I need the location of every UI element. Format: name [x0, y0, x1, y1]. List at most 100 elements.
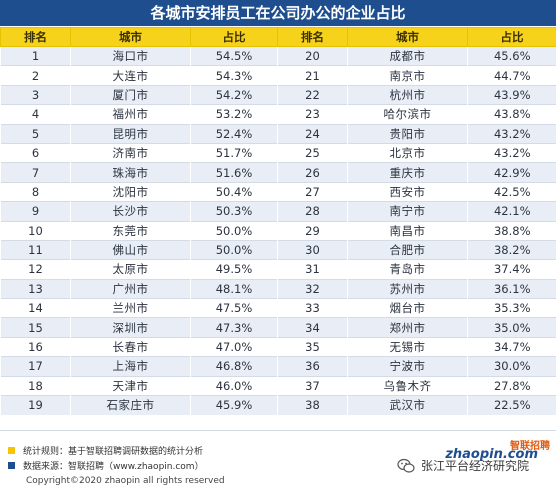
share-cell: 43.8%	[467, 104, 556, 125]
rank-cell: 15	[0, 317, 71, 338]
share-cell: 51.7%	[190, 142, 278, 163]
table-row: 7 珠海市 51.6% 26 重庆市 42.9%	[0, 162, 556, 183]
header-rank-right: 排名	[277, 27, 348, 47]
share-cell: 42.5%	[467, 181, 556, 202]
city-cell: 东莞市	[70, 220, 191, 241]
table-row: 13 广州市 48.1% 32 苏州市 36.1%	[0, 278, 556, 299]
rank-cell: 29	[277, 220, 348, 241]
yellow-square-icon	[8, 447, 15, 454]
city-cell: 佛山市	[70, 239, 191, 260]
city-cell: 长春市	[70, 336, 191, 357]
copyright-text: Copyright©2020 zhaopin all rights reserv…	[26, 476, 225, 486]
rank-cell: 23	[277, 104, 348, 125]
city-cell: 哈尔滨市	[347, 104, 468, 125]
header-city-right: 城市	[347, 27, 468, 47]
rank-cell: 21	[277, 65, 348, 86]
rank-cell: 27	[277, 181, 348, 202]
city-cell: 广州市	[70, 278, 191, 299]
rank-cell: 13	[0, 278, 71, 299]
share-cell: 36.1%	[467, 278, 556, 299]
logo-en-text: zhaopin.com	[445, 447, 538, 462]
city-cell: 重庆市	[347, 162, 468, 183]
share-cell: 42.9%	[467, 162, 556, 183]
city-cell: 郑州市	[347, 317, 468, 338]
table-header-row: 排名 城市 占比 排名 城市 占比	[0, 27, 556, 47]
share-cell: 50.3%	[190, 201, 278, 222]
rank-cell: 19	[0, 395, 71, 415]
share-cell: 52.4%	[190, 123, 278, 144]
rank-cell: 11	[0, 239, 71, 260]
share-cell: 50.4%	[190, 181, 278, 202]
header-share-left: 占比	[190, 27, 278, 47]
table-row: 11 佛山市 50.0% 30 合肥市 38.2%	[0, 239, 556, 260]
table-body: 1 海口市 54.5% 20 成都市 45.6% 2 大连市 54.3% 21 南京市 44.7% 3 厦…	[0, 45, 556, 415]
watermark-text: 张江平台经济研究院	[421, 459, 530, 473]
share-cell: 35.0%	[467, 317, 556, 338]
rank-cell: 20	[277, 45, 348, 66]
rank-cell: 6	[0, 142, 71, 163]
table-row: 18 天津市 46.0% 37 乌鲁木齐 27.8%	[0, 375, 556, 396]
city-cell: 合肥市	[347, 239, 468, 260]
share-cell: 43.2%	[467, 123, 556, 144]
share-cell: 48.1%	[190, 278, 278, 299]
table-row: 5 昆明市 52.4% 24 贵阳市 43.2%	[0, 123, 556, 144]
footer: 统计规则：基于智联招聘调研数据的统计分析 数据来源：智联招聘（www.zhaop…	[0, 430, 556, 491]
table-row: 2 大连市 54.3% 21 南京市 44.7%	[0, 65, 556, 86]
rank-cell: 26	[277, 162, 348, 183]
rank-cell: 16	[0, 336, 71, 357]
ranking-table: 排名 城市 占比 排名 城市 占比 1 海口市 54.5% 20 成都市 45.6% 2 大连…	[0, 27, 556, 415]
rank-cell: 25	[277, 142, 348, 163]
footer-note-rule: 统计规则：基于智联招聘调研数据的统计分析	[8, 444, 203, 457]
table-row: 10 东莞市 50.0% 29 南昌市 38.8%	[0, 220, 556, 241]
share-cell: 50.0%	[190, 239, 278, 260]
city-cell: 苏州市	[347, 278, 468, 299]
rank-cell: 1	[0, 45, 71, 66]
city-cell: 海口市	[70, 45, 191, 66]
table-row: 12 太原市 49.5% 31 青岛市 37.4%	[0, 259, 556, 280]
rank-cell: 38	[277, 395, 348, 415]
note-rule-text: 统计规则：基于智联招聘调研数据的统计分析	[23, 447, 204, 457]
table-row: 16 长春市 47.0% 35 无锡市 34.7%	[0, 336, 556, 357]
city-cell: 北京市	[347, 142, 468, 163]
rank-cell: 33	[277, 298, 348, 318]
city-cell: 太原市	[70, 259, 191, 280]
table-row: 1 海口市 54.5% 20 成都市 45.6%	[0, 45, 556, 66]
share-cell: 51.6%	[190, 162, 278, 183]
city-cell: 武汉市	[347, 395, 468, 415]
city-cell: 乌鲁木齐	[347, 375, 468, 396]
city-cell: 天津市	[70, 375, 191, 396]
rank-cell: 24	[277, 123, 348, 144]
share-cell: 42.1%	[467, 201, 556, 222]
table-row: 17 上海市 46.8% 36 宁波市 30.0%	[0, 356, 556, 377]
city-cell: 石家庄市	[70, 395, 191, 415]
table-row: 19 石家庄市 45.9% 38 武汉市 22.5%	[0, 395, 556, 415]
share-cell: 45.6%	[467, 45, 556, 66]
city-cell: 兰州市	[70, 298, 191, 318]
table-row: 8 沈阳市 50.4% 27 西安市 42.5%	[0, 181, 556, 202]
logo-cn-text: 智联招聘	[510, 441, 550, 452]
rank-cell: 5	[0, 123, 71, 144]
rank-cell: 18	[0, 375, 71, 396]
rank-cell: 35	[277, 336, 348, 357]
city-cell: 长沙市	[70, 201, 191, 222]
share-cell: 46.8%	[190, 356, 278, 377]
city-cell: 青岛市	[347, 259, 468, 280]
city-cell: 南宁市	[347, 201, 468, 222]
wechat-icon	[397, 458, 415, 473]
header-rank-left: 排名	[0, 27, 71, 47]
rank-cell: 7	[0, 162, 71, 183]
city-cell: 成都市	[347, 45, 468, 66]
blue-square-icon	[8, 462, 15, 469]
note-source-text: 数据来源：智联招聘（www.zhaopin.com）	[23, 462, 204, 472]
city-cell: 烟台市	[347, 298, 468, 318]
share-cell: 43.2%	[467, 142, 556, 163]
share-cell: 22.5%	[467, 395, 556, 415]
city-cell: 杭州市	[347, 84, 468, 105]
rank-cell: 9	[0, 201, 71, 222]
table-row: 6 济南市 51.7% 25 北京市 43.2%	[0, 142, 556, 163]
share-cell: 35.3%	[467, 298, 556, 318]
share-cell: 27.8%	[467, 375, 556, 396]
city-cell: 无锡市	[347, 336, 468, 357]
share-cell: 37.4%	[467, 259, 556, 280]
share-cell: 50.0%	[190, 220, 278, 241]
